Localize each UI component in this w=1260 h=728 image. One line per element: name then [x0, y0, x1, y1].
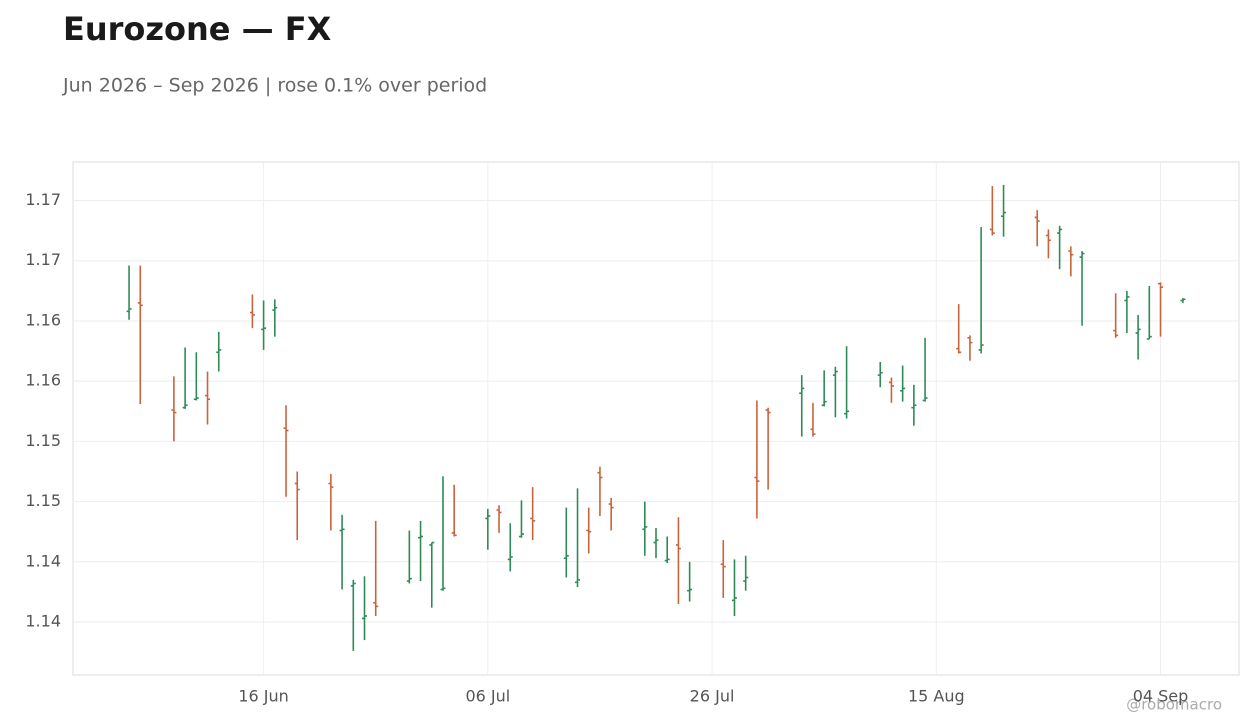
chart-title: Eurozone — FX — [63, 10, 332, 48]
x-tick-label: 26 Jul — [690, 687, 735, 706]
y-tick-label: 1.14 — [25, 551, 61, 570]
plot-frame — [72, 161, 1240, 676]
chart-subtitle: Jun 2026 – Sep 2026 | rose 0.1% over per… — [62, 75, 487, 97]
y-tick-label: 1.14 — [25, 612, 61, 631]
x-tick-label: 15 Aug — [908, 687, 965, 706]
y-tick-label: 1.16 — [25, 310, 61, 329]
y-tick-label: 1.15 — [25, 491, 61, 510]
x-tick-label: 04 Sep — [1133, 687, 1189, 706]
watermark: @robomacro — [1126, 696, 1222, 714]
x-tick-label: 16 Jun — [238, 687, 288, 706]
x-tick-label: 06 Jul — [465, 687, 510, 706]
y-tick-label: 1.17 — [25, 250, 61, 269]
y-tick-label: 1.16 — [25, 371, 61, 390]
y-tick-label: 1.17 — [25, 190, 61, 209]
y-tick-label: 1.15 — [25, 431, 61, 450]
